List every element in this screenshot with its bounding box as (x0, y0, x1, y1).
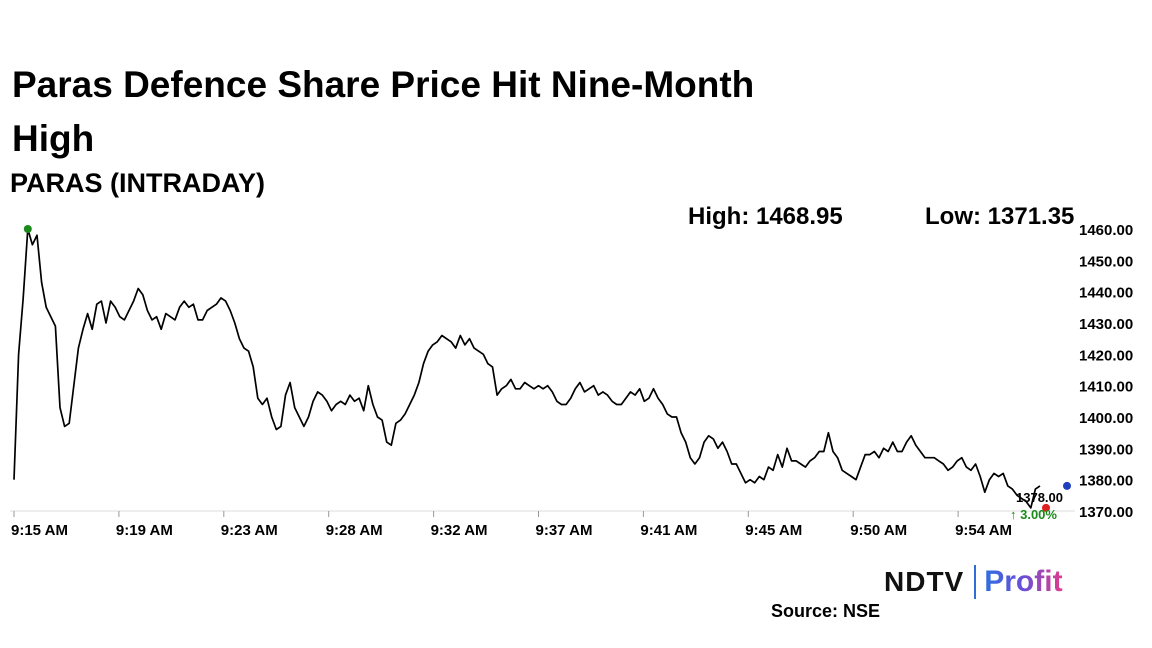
x-tick-label: 9:32 AM (431, 522, 488, 539)
y-tick-label: 1440.00 (1079, 285, 1133, 302)
chart-title: Paras Defence Share Price Hit Nine-Month… (12, 64, 755, 159)
y-tick-label: 1460.00 (1079, 222, 1133, 239)
y-tick-label: 1370.00 (1079, 504, 1133, 521)
x-tick-label: 9:41 AM (640, 522, 697, 539)
y-tick-label: 1410.00 (1079, 379, 1133, 396)
x-tick-label: 9:37 AM (536, 522, 593, 539)
high-value: High: 1468.95 (688, 203, 843, 230)
last-price-label: 1378.00 (1016, 490, 1063, 505)
low-value: Low: 1371.35 (925, 203, 1075, 230)
logo-separator (974, 565, 977, 599)
chart-subtitle: PARAS (INTRADAY) (10, 168, 266, 198)
x-tick-label: 9:23 AM (221, 522, 278, 539)
y-tick-label: 1430.00 (1079, 316, 1133, 333)
ndtv-profit-logo: NDTV Profit (884, 562, 1063, 602)
x-tick-label: 9:50 AM (850, 522, 907, 539)
logo-ndtv-text: NDTV (884, 566, 965, 597)
y-tick-label: 1420.00 (1079, 347, 1133, 364)
logo-profit-text: Profit (984, 565, 1063, 598)
source-note: Source: NSE (771, 601, 881, 621)
x-tick-label: 9:45 AM (745, 522, 802, 539)
day-high-marker (23, 225, 32, 233)
y-tick-label: 1450.00 (1079, 253, 1133, 270)
y-tick-label: 1400.00 (1079, 410, 1133, 427)
x-tick-label: 9:19 AM (116, 522, 173, 539)
x-tick-label: 9:15 AM (11, 522, 68, 539)
x-tick-label: 9:28 AM (326, 522, 383, 539)
series-end-marker (1063, 481, 1071, 490)
y-tick-label: 1390.00 (1079, 441, 1133, 458)
price-line (13, 228, 1041, 509)
last-price-marker (1042, 503, 1050, 512)
price-change-label: ↑ 3.00% (1010, 507, 1057, 522)
y-tick-label: 1380.00 (1079, 473, 1133, 490)
x-tick-label: 9:54 AM (955, 522, 1012, 539)
